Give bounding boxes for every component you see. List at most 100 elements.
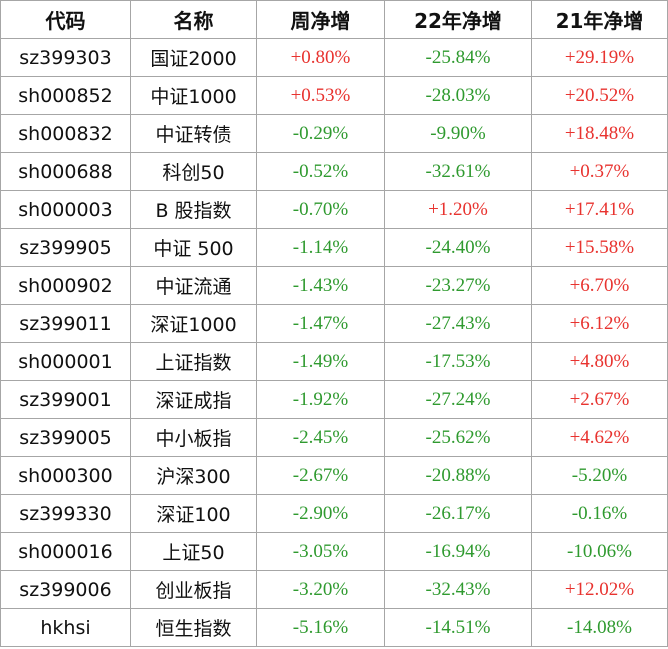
- percent-cell: +15.58%: [531, 228, 668, 267]
- table-row: sh000016 上证50 -3.05% -16.94% -10.06%: [0, 532, 668, 571]
- percent-cell: -2.67%: [256, 456, 385, 495]
- text-cell: sh000300: [0, 456, 131, 495]
- percent-cell: -16.94%: [384, 532, 532, 571]
- header-cell: 名称: [130, 0, 257, 39]
- percent-cell: -3.20%: [256, 570, 385, 609]
- percent-cell: +18.48%: [531, 114, 668, 153]
- percent-cell: -1.49%: [256, 342, 385, 381]
- text-cell: sz399001: [0, 380, 131, 419]
- percent-cell: -1.14%: [256, 228, 385, 267]
- text-cell: sh000832: [0, 114, 131, 153]
- header-cell: 21年净增: [531, 0, 668, 39]
- percent-cell: -1.43%: [256, 266, 385, 305]
- text-cell: sz399330: [0, 494, 131, 533]
- text-cell: B 股指数: [130, 190, 257, 229]
- header-cell: 22年净增: [384, 0, 532, 39]
- percent-cell: +6.12%: [531, 304, 668, 343]
- percent-cell: -32.61%: [384, 152, 532, 191]
- text-cell: 创业板指: [130, 570, 257, 609]
- percent-cell: -24.40%: [384, 228, 532, 267]
- text-cell: 上证指数: [130, 342, 257, 381]
- text-cell: sh000001: [0, 342, 131, 381]
- text-cell: 中证流通: [130, 266, 257, 305]
- percent-cell: -25.84%: [384, 38, 532, 77]
- text-cell: 沪深300: [130, 456, 257, 495]
- percent-cell: +2.67%: [531, 380, 668, 419]
- percent-cell: -17.53%: [384, 342, 532, 381]
- percent-cell: -14.08%: [531, 608, 668, 647]
- header-row: 代码 名称 周净增 22年净增 21年净增: [0, 0, 668, 39]
- text-cell: 中证1000: [130, 76, 257, 115]
- table-row: sz399011 深证1000 -1.47% -27.43% +6.12%: [0, 304, 668, 343]
- text-cell: sz399905: [0, 228, 131, 267]
- percent-cell: +12.02%: [531, 570, 668, 609]
- percent-cell: +20.52%: [531, 76, 668, 115]
- table-body: sz399303 国证2000 +0.80% -25.84% +29.19% sh0008…: [0, 38, 668, 647]
- percent-cell: -5.16%: [256, 608, 385, 647]
- percent-cell: -0.16%: [531, 494, 668, 533]
- percent-cell: -14.51%: [384, 608, 532, 647]
- percent-cell: +1.20%: [384, 190, 532, 229]
- percent-cell: +0.37%: [531, 152, 668, 191]
- table-row: sz399303 国证2000 +0.80% -25.84% +29.19%: [0, 38, 668, 77]
- header-cell: 周净增: [256, 0, 385, 39]
- percent-cell: -5.20%: [531, 456, 668, 495]
- text-cell: 深证成指: [130, 380, 257, 419]
- table-row: sz399330 深证100 -2.90% -26.17% -0.16%: [0, 494, 668, 533]
- text-cell: 深证1000: [130, 304, 257, 343]
- table-row: sh000688 科创50 -0.52% -32.61% +0.37%: [0, 152, 668, 191]
- text-cell: sh000003: [0, 190, 131, 229]
- table-row: sz399005 中小板指 -2.45% -25.62% +4.62%: [0, 418, 668, 457]
- text-cell: sh000852: [0, 76, 131, 115]
- table-row: sz399006 创业板指 -3.20% -32.43% +12.02%: [0, 570, 668, 609]
- percent-cell: -2.45%: [256, 418, 385, 457]
- table-row: sz399905 中证 500 -1.14% -24.40% +15.58%: [0, 228, 668, 267]
- percent-cell: -27.24%: [384, 380, 532, 419]
- table-row: sh000001 上证指数 -1.49% -17.53% +4.80%: [0, 342, 668, 381]
- percent-cell: +17.41%: [531, 190, 668, 229]
- table-row: hkhsi 恒生指数 -5.16% -14.51% -14.08%: [0, 608, 668, 647]
- percent-cell: -0.70%: [256, 190, 385, 229]
- percent-cell: -2.90%: [256, 494, 385, 533]
- header-cell: 代码: [0, 0, 131, 39]
- text-cell: sz399011: [0, 304, 131, 343]
- percent-cell: +4.80%: [531, 342, 668, 381]
- percent-cell: -23.27%: [384, 266, 532, 305]
- text-cell: sh000016: [0, 532, 131, 571]
- percent-cell: +4.62%: [531, 418, 668, 457]
- percent-cell: -0.52%: [256, 152, 385, 191]
- text-cell: 恒生指数: [130, 608, 257, 647]
- table-row: sh000852 中证1000 +0.53% -28.03% +20.52%: [0, 76, 668, 115]
- percent-cell: -26.17%: [384, 494, 532, 533]
- table-row: sh000003 B 股指数 -0.70% +1.20% +17.41%: [0, 190, 668, 229]
- text-cell: 中证 500: [130, 228, 257, 267]
- percent-cell: -20.88%: [384, 456, 532, 495]
- text-cell: 科创50: [130, 152, 257, 191]
- text-cell: sz399303: [0, 38, 131, 77]
- table-row: sz399001 深证成指 -1.92% -27.24% +2.67%: [0, 380, 668, 419]
- percent-cell: -3.05%: [256, 532, 385, 571]
- text-cell: 中小板指: [130, 418, 257, 457]
- table-row: sh000902 中证流通 -1.43% -23.27% +6.70%: [0, 266, 668, 305]
- text-cell: sz399005: [0, 418, 131, 457]
- table-row: sh000300 沪深300 -2.67% -20.88% -5.20%: [0, 456, 668, 495]
- percent-cell: -0.29%: [256, 114, 385, 153]
- percent-cell: -1.92%: [256, 380, 385, 419]
- text-cell: 中证转债: [130, 114, 257, 153]
- text-cell: hkhsi: [0, 608, 131, 647]
- percent-cell: -25.62%: [384, 418, 532, 457]
- text-cell: 上证50: [130, 532, 257, 571]
- text-cell: 国证2000: [130, 38, 257, 77]
- percent-cell: -32.43%: [384, 570, 532, 609]
- text-cell: sh000688: [0, 152, 131, 191]
- percent-cell: +0.80%: [256, 38, 385, 77]
- percent-cell: +29.19%: [531, 38, 668, 77]
- percent-cell: -27.43%: [384, 304, 532, 343]
- text-cell: sh000902: [0, 266, 131, 305]
- percent-cell: -1.47%: [256, 304, 385, 343]
- percent-cell: -28.03%: [384, 76, 532, 115]
- percent-cell: +0.53%: [256, 76, 385, 115]
- percent-cell: -9.90%: [384, 114, 532, 153]
